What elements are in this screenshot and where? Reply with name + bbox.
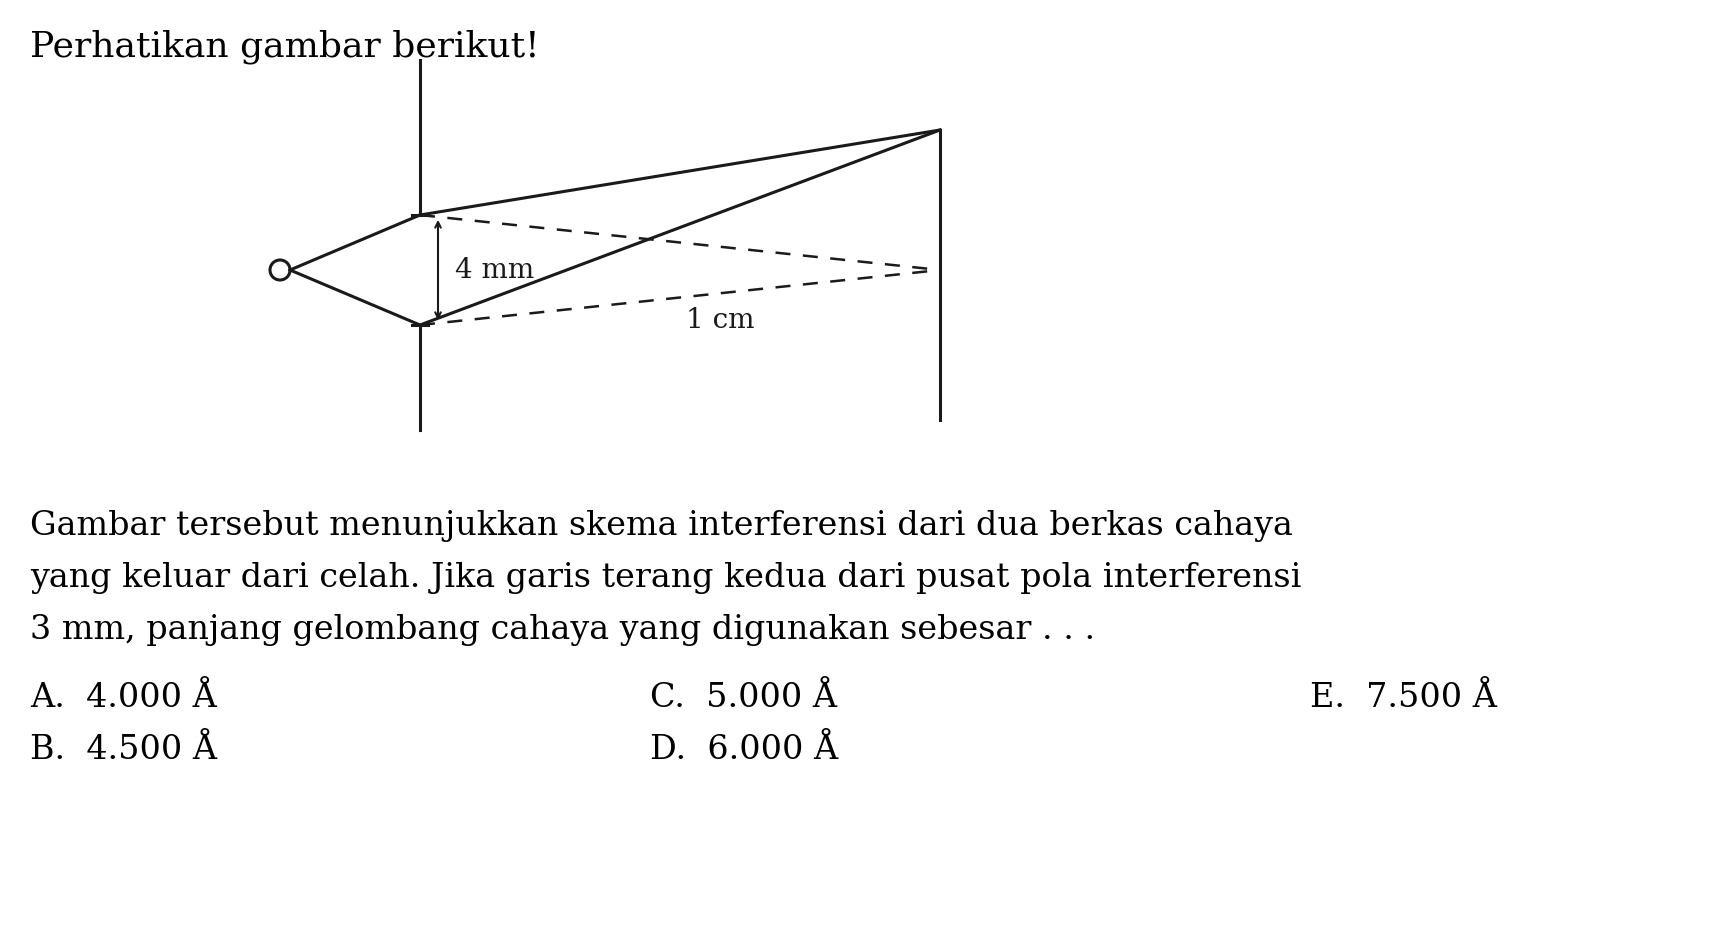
Text: 1 cm: 1 cm [687, 307, 755, 333]
Text: 4 mm: 4 mm [455, 256, 534, 284]
Text: C.  5.000 Å: C. 5.000 Å [651, 682, 837, 714]
Text: D.  6.000 Å: D. 6.000 Å [651, 734, 839, 765]
Text: A.  4.000 Å: A. 4.000 Å [31, 682, 217, 714]
Text: yang keluar dari celah. Jika garis terang kedua dari pusat pola interferensi: yang keluar dari celah. Jika garis teran… [31, 562, 1301, 594]
Text: 3 mm, panjang gelombang cahaya yang digunakan sebesar . . .: 3 mm, panjang gelombang cahaya yang digu… [31, 614, 1096, 646]
Text: B.  4.500 Å: B. 4.500 Å [31, 734, 217, 765]
Text: Gambar tersebut menunjukkan skema interferensi dari dua berkas cahaya: Gambar tersebut menunjukkan skema interf… [31, 510, 1293, 542]
Text: Perhatikan gambar berikut!: Perhatikan gambar berikut! [31, 30, 539, 65]
Text: E.  7.500 Å: E. 7.500 Å [1310, 682, 1496, 714]
